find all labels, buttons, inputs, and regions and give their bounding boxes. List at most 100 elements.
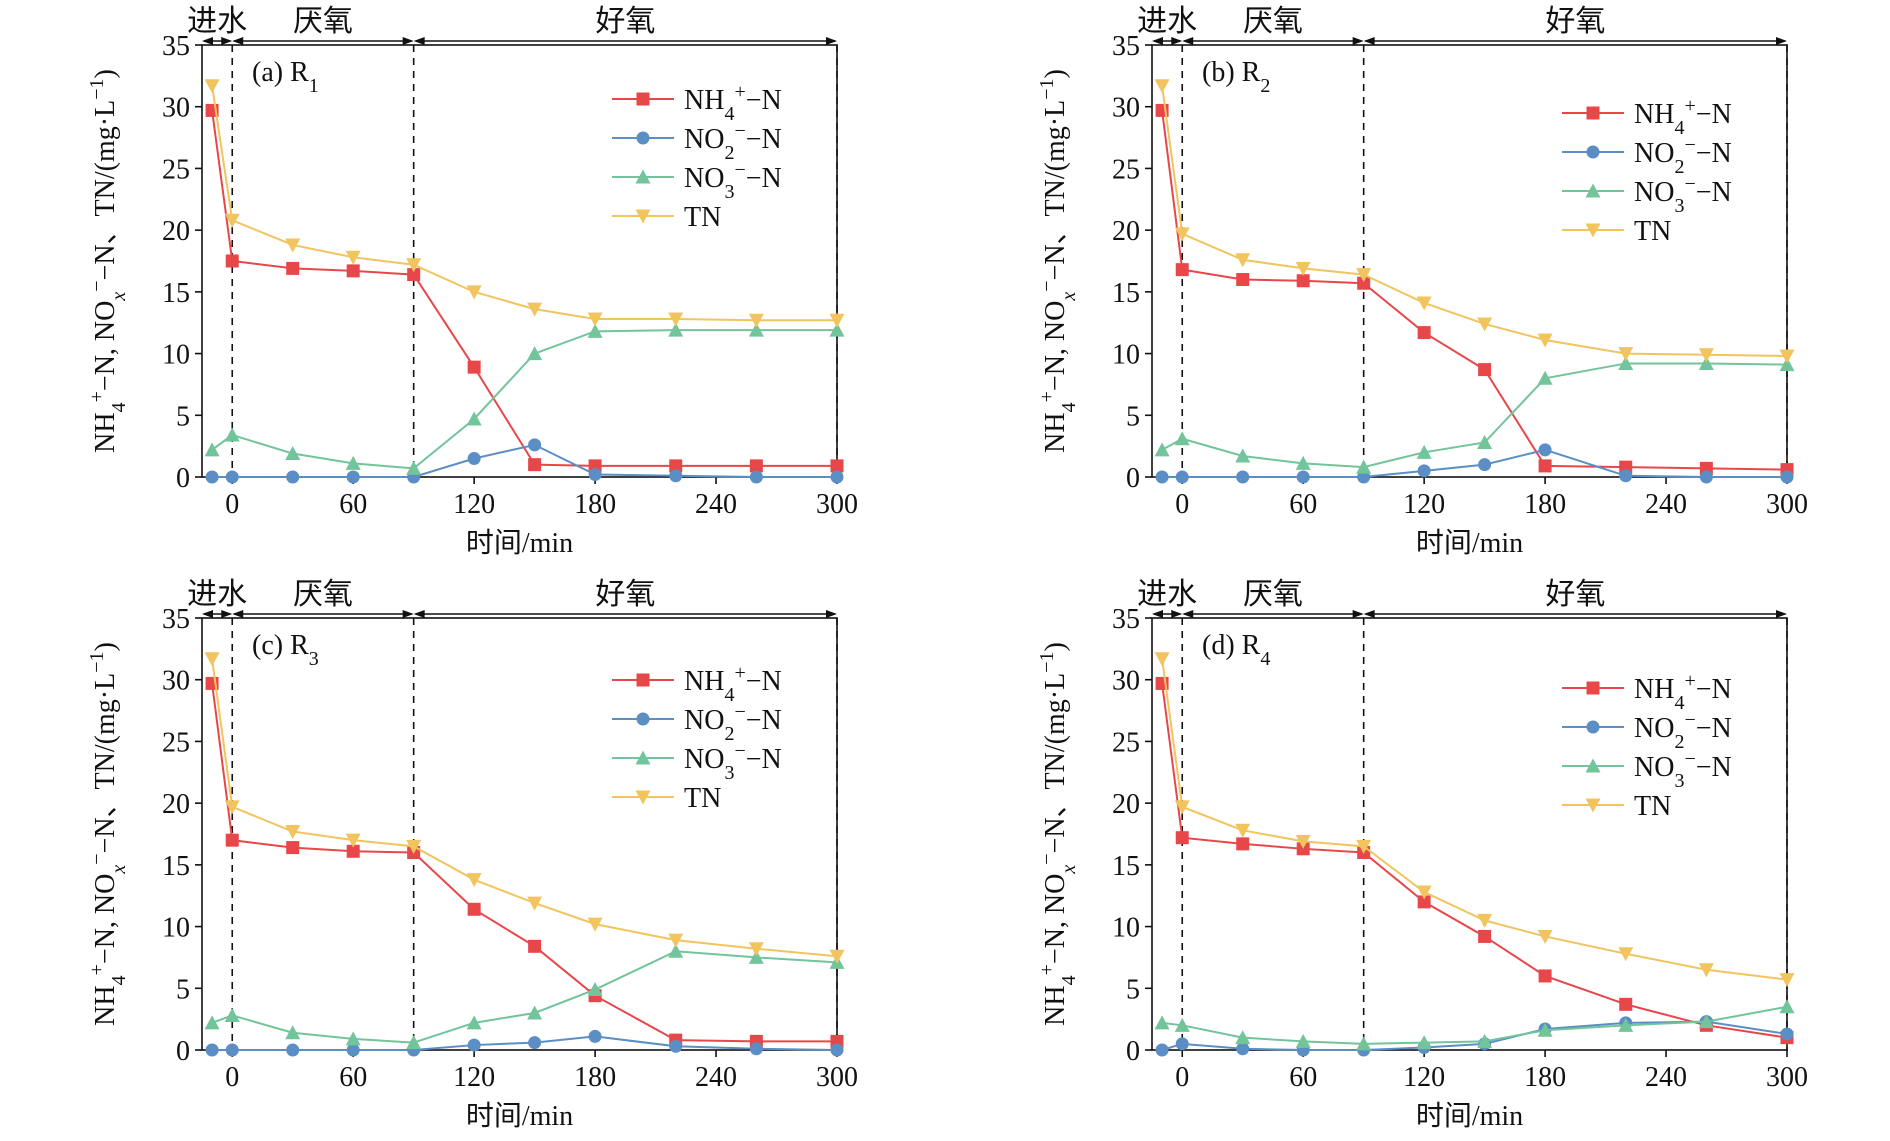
x-tick-label: 180: [574, 489, 616, 520]
y-tick-label: 30: [162, 666, 190, 697]
legend-marker: [635, 209, 651, 224]
phase-arrowhead: [1363, 37, 1375, 45]
y-label-sub: 4: [1058, 402, 1080, 412]
data-point: [467, 360, 481, 374]
data-point: [346, 1043, 360, 1057]
phase-arrowhead: [1171, 610, 1183, 618]
legend-label-part: −N: [1696, 674, 1732, 705]
series-line: [1161, 1005, 1788, 1045]
x-tick-label: 120: [453, 489, 495, 520]
legend-marker: [635, 790, 651, 805]
y-tick-label: 0: [1126, 1036, 1140, 1067]
legend-label-part: −N: [746, 163, 782, 194]
data-point: [406, 460, 422, 475]
series-line: [211, 683, 837, 1043]
data-point: [285, 1025, 301, 1040]
phase-label: 厌氧: [1243, 578, 1303, 611]
legend-label-part: TN: [1634, 216, 1671, 247]
data-point: [1357, 276, 1371, 290]
data-point: [527, 302, 543, 317]
y-tick-label: 15: [1112, 851, 1140, 882]
phase-arrowhead: [1152, 610, 1163, 618]
series-line: [1162, 448, 1787, 478]
legend-label-sup: +: [1684, 670, 1695, 692]
data-point: [1175, 263, 1189, 277]
legend-marker: [1585, 798, 1601, 813]
plot-frame: [201, 44, 838, 478]
data-point: [1416, 885, 1432, 900]
phase-arrowhead: [232, 610, 244, 618]
data-point: [1175, 470, 1189, 484]
x-tick-label: 0: [1175, 1062, 1189, 1093]
data-point: [346, 264, 360, 278]
data-point: [1174, 800, 1190, 815]
data-point: [527, 346, 543, 361]
data-point: [830, 1043, 844, 1057]
data-point: [830, 459, 844, 473]
data-point: [528, 438, 542, 452]
data-point: [467, 1038, 481, 1052]
data-point: [204, 1015, 220, 1030]
y-label-sup: +: [1036, 964, 1058, 975]
phase-arrowhead: [413, 610, 425, 618]
data-point: [1477, 317, 1493, 332]
data-point: [1417, 326, 1431, 340]
y-tick-label: 0: [1126, 463, 1140, 494]
legend-label-sub: 4: [724, 684, 734, 706]
data-point: [204, 652, 220, 667]
data-point: [1154, 79, 1170, 94]
legend-label-sup: −: [1684, 173, 1695, 195]
data-point: [669, 469, 683, 483]
data-point: [669, 459, 683, 473]
legend-label-part: −N: [1696, 177, 1732, 208]
legend-label-sup: −: [734, 701, 745, 723]
data-point: [528, 1036, 542, 1050]
data-point: [1538, 969, 1552, 983]
legend-label-part: −N: [746, 124, 782, 155]
y-tick-label: 35: [1112, 604, 1140, 635]
legend-label-sup: +: [734, 81, 745, 103]
panel-label-sub: 4: [1260, 648, 1270, 670]
legend-label-sub: 3: [1674, 195, 1684, 217]
y-label-part: −N、TN/(mg·L: [1040, 673, 1071, 854]
y-tick-label: 35: [162, 604, 190, 635]
phase-arrowhead: [1776, 37, 1787, 45]
data-point: [285, 825, 301, 840]
data-point: [224, 213, 240, 228]
y-label-sup: −: [1036, 853, 1058, 864]
x-axis-label: 时间/min: [1416, 527, 1523, 559]
legend-label-sub: 2: [1674, 731, 1684, 753]
y-tick-label: 35: [162, 31, 190, 62]
legend-label-part: NH: [1634, 99, 1674, 130]
data-point: [1154, 652, 1170, 667]
data-point: [346, 470, 360, 484]
legend-marker: [1585, 223, 1601, 238]
data-point: [1236, 837, 1250, 851]
data-point: [205, 1043, 219, 1057]
x-tick-label: 60: [339, 1062, 367, 1093]
data-point: [466, 285, 482, 300]
data-point: [1698, 1014, 1714, 1029]
data-point: [528, 939, 542, 953]
series-line: [1161, 683, 1788, 1039]
y-tick-label: 20: [162, 789, 190, 820]
data-point: [1698, 355, 1714, 370]
data-point: [224, 800, 240, 815]
y-tick-label: 0: [176, 1036, 190, 1067]
y-label-sup: −1: [86, 79, 108, 100]
y-label-part: ): [90, 642, 121, 651]
y-label-part: NH: [90, 985, 121, 1025]
panel-label: (a) R1: [252, 57, 319, 97]
panel-label-sub: 1: [309, 75, 319, 97]
data-point: [1477, 913, 1493, 928]
data-point: [1619, 997, 1633, 1011]
legend-label-sub: 4: [724, 103, 734, 125]
data-point: [1356, 839, 1372, 854]
legend-label-sup: −: [734, 159, 745, 181]
y-tick-label: 0: [176, 463, 190, 494]
data-point: [1296, 274, 1310, 288]
x-tick-label: 240: [695, 1062, 737, 1093]
x-tick-label: 240: [695, 489, 737, 520]
phase-arrowhead: [221, 610, 233, 618]
phase-arrowhead: [1776, 610, 1787, 618]
